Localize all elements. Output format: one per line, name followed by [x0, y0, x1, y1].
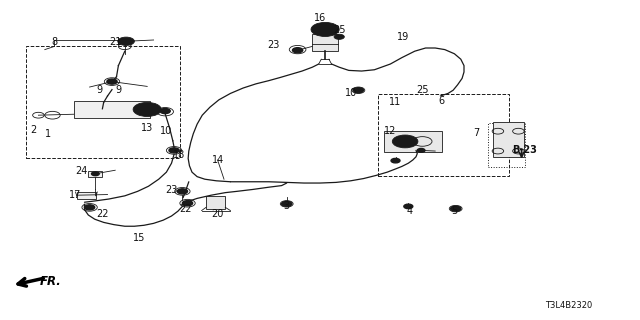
- Text: 16: 16: [314, 12, 326, 23]
- Text: 21: 21: [109, 36, 122, 47]
- Circle shape: [107, 79, 117, 84]
- Bar: [74, 101, 150, 118]
- Circle shape: [282, 201, 292, 206]
- Text: 17: 17: [69, 190, 82, 200]
- Circle shape: [451, 206, 461, 211]
- Bar: [206, 196, 225, 209]
- Text: 23: 23: [268, 40, 280, 51]
- Text: 13: 13: [141, 123, 154, 133]
- Text: 10: 10: [344, 88, 357, 98]
- Text: 4: 4: [406, 206, 413, 216]
- Text: 14: 14: [211, 155, 224, 165]
- Circle shape: [160, 108, 170, 114]
- Text: B-23: B-23: [513, 145, 537, 156]
- Text: 6: 6: [438, 96, 445, 106]
- Bar: [493, 122, 524, 157]
- Circle shape: [417, 148, 425, 152]
- Bar: [77, 192, 96, 199]
- Bar: [312, 34, 338, 51]
- Text: T3L4B2320: T3L4B2320: [545, 301, 592, 310]
- Text: 9: 9: [96, 84, 102, 95]
- Circle shape: [84, 205, 95, 210]
- Bar: [88, 171, 102, 177]
- Text: 9: 9: [115, 84, 122, 95]
- Circle shape: [391, 158, 400, 163]
- Text: 18: 18: [173, 150, 186, 160]
- Bar: [384, 131, 442, 152]
- Circle shape: [292, 48, 303, 53]
- Text: 12: 12: [384, 126, 397, 136]
- Text: 22: 22: [179, 204, 192, 214]
- Bar: [488, 123, 525, 167]
- Bar: [378, 94, 509, 176]
- Circle shape: [177, 189, 188, 194]
- Text: 3: 3: [284, 201, 290, 212]
- Circle shape: [392, 135, 418, 148]
- Text: 5: 5: [451, 206, 458, 216]
- Circle shape: [118, 37, 134, 45]
- Text: 8: 8: [51, 36, 58, 47]
- Text: 2: 2: [30, 124, 36, 135]
- Circle shape: [182, 201, 193, 206]
- Text: 20: 20: [211, 209, 224, 219]
- Circle shape: [169, 148, 179, 153]
- Text: FR.: FR.: [40, 275, 61, 288]
- Circle shape: [334, 34, 344, 39]
- Text: 19: 19: [397, 32, 410, 42]
- Text: 1: 1: [45, 129, 51, 140]
- Text: 25: 25: [333, 25, 346, 36]
- Text: 11: 11: [388, 97, 401, 108]
- Circle shape: [311, 22, 339, 36]
- Text: 7: 7: [474, 128, 480, 138]
- Circle shape: [404, 204, 413, 209]
- Text: 22: 22: [96, 209, 109, 220]
- Text: 24: 24: [76, 166, 88, 176]
- Text: 25: 25: [416, 84, 429, 95]
- Circle shape: [353, 88, 364, 93]
- Text: 10: 10: [160, 126, 173, 136]
- Circle shape: [92, 172, 99, 176]
- Text: 23: 23: [165, 185, 178, 196]
- Text: 15: 15: [133, 233, 146, 244]
- Bar: [26, 46, 180, 158]
- Circle shape: [133, 102, 161, 116]
